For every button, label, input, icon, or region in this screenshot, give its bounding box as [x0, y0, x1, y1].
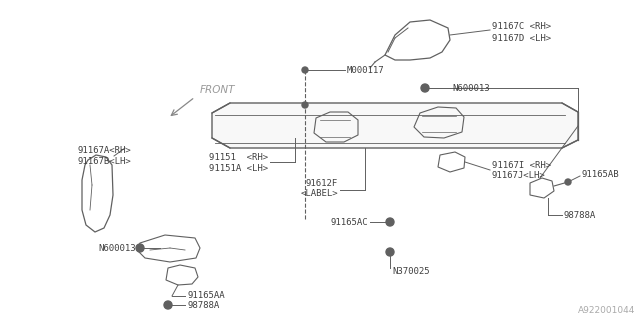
Text: 91167J<LH>: 91167J<LH> [492, 171, 546, 180]
Text: 98788A: 98788A [187, 300, 220, 309]
Text: 91165AC: 91165AC [330, 218, 368, 227]
Circle shape [421, 84, 429, 92]
Circle shape [386, 218, 394, 226]
Circle shape [386, 248, 394, 256]
Text: 91167A<RH>: 91167A<RH> [78, 146, 132, 155]
Text: 91165AB: 91165AB [582, 170, 620, 179]
Text: <LABEL>: <LABEL> [300, 188, 338, 197]
Text: N600013: N600013 [452, 84, 490, 92]
Text: 91612F: 91612F [306, 179, 338, 188]
Text: 91167I <RH>: 91167I <RH> [492, 161, 551, 170]
Text: FRONT: FRONT [200, 85, 236, 95]
Text: 98788A: 98788A [564, 211, 596, 220]
Circle shape [136, 244, 144, 252]
Text: A922001044: A922001044 [578, 306, 635, 315]
Text: 91151A <LH>: 91151A <LH> [209, 164, 268, 172]
Text: 91167C <RH>: 91167C <RH> [492, 21, 551, 30]
Text: M000117: M000117 [347, 66, 385, 75]
Text: N600013: N600013 [99, 244, 136, 252]
Polygon shape [212, 103, 578, 148]
Text: 91165AA: 91165AA [187, 291, 225, 300]
Circle shape [565, 179, 571, 185]
Text: 91151  <RH>: 91151 <RH> [209, 153, 268, 162]
Text: 91167B<LH>: 91167B<LH> [78, 156, 132, 165]
Text: N370025: N370025 [392, 268, 429, 276]
Text: 91167D <LH>: 91167D <LH> [492, 34, 551, 43]
Circle shape [302, 67, 308, 73]
Circle shape [302, 102, 308, 108]
Circle shape [164, 301, 172, 309]
